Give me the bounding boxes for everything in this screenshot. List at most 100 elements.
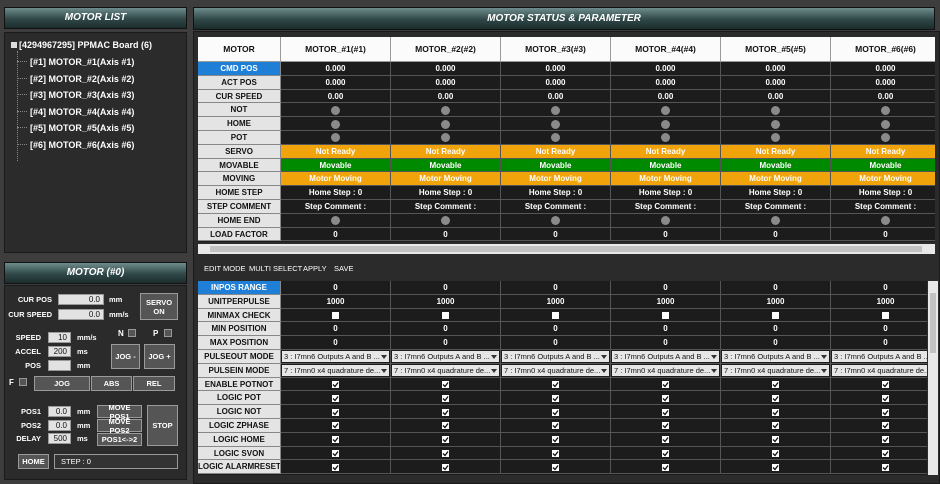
cell[interactable]: 0.000: [611, 62, 721, 76]
cell[interactable]: [501, 432, 611, 447]
row-label[interactable]: LOGIC ALARMRESET: [198, 460, 281, 475]
cell[interactable]: Step Comment :: [831, 200, 935, 214]
row-label[interactable]: MAX POSITION: [198, 336, 281, 350]
row-label[interactable]: MIN POSITION: [198, 322, 281, 337]
cell[interactable]: 3 : I7mn6 Outputs A and B ...: [501, 350, 611, 364]
checkbox[interactable]: [882, 436, 889, 444]
cell[interactable]: 0: [391, 281, 501, 295]
cell[interactable]: [281, 117, 391, 131]
cell[interactable]: Motor Moving: [391, 172, 501, 187]
cell[interactable]: [281, 103, 391, 118]
cell[interactable]: [391, 117, 501, 131]
cell[interactable]: Home Step : 0: [281, 186, 391, 200]
row-label[interactable]: POT: [198, 131, 281, 145]
cell[interactable]: Step Comment :: [391, 200, 501, 214]
cell[interactable]: [501, 213, 611, 228]
dropdown[interactable]: 3 : I7mn6 Outputs A and B ...: [832, 351, 927, 362]
text-input[interactable]: 200: [48, 346, 71, 357]
row-label[interactable]: NOT: [198, 103, 281, 118]
dropdown[interactable]: 7 : I7mn0 x4 quadrature de...: [282, 364, 389, 376]
cell[interactable]: 7 : I7mn0 x4 quadrature de...: [831, 363, 927, 378]
cell[interactable]: 0: [831, 281, 927, 295]
checkbox[interactable]: [552, 311, 559, 319]
cell[interactable]: 0: [611, 227, 721, 242]
cell[interactable]: [831, 460, 927, 475]
checkbox[interactable]: [332, 408, 339, 416]
row-label[interactable]: PULSEIN MODE: [198, 363, 281, 378]
text-input[interactable]: 0.0: [48, 420, 71, 431]
cell[interactable]: Step Comment :: [281, 200, 391, 214]
row-label[interactable]: LOAD FACTOR: [198, 227, 281, 242]
cell[interactable]: [611, 446, 721, 461]
cell[interactable]: [831, 377, 927, 392]
cell[interactable]: Not Ready: [611, 144, 721, 159]
checkbox[interactable]: [552, 422, 559, 430]
cell[interactable]: [721, 432, 831, 447]
tree-expander[interactable]: [11, 42, 17, 48]
cell[interactable]: [611, 377, 721, 392]
cell[interactable]: Movable: [721, 158, 831, 173]
cell[interactable]: Movable: [611, 158, 721, 173]
checkbox[interactable]: [662, 449, 669, 457]
cell[interactable]: [501, 131, 611, 145]
cell[interactable]: [611, 213, 721, 228]
dropdown[interactable]: 7 : I7mn0 x4 quadrature de...: [832, 364, 927, 376]
cell[interactable]: 0.000: [281, 62, 391, 76]
cell[interactable]: Not Ready: [391, 144, 501, 159]
checkbox[interactable]: [442, 422, 449, 430]
cell[interactable]: Movable: [501, 158, 611, 173]
cell[interactable]: Step Comment :: [721, 200, 831, 214]
checkbox[interactable]: [662, 311, 669, 319]
cell[interactable]: [611, 117, 721, 131]
row-label[interactable]: MOVING: [198, 172, 281, 187]
checkbox[interactable]: [662, 380, 669, 388]
cell[interactable]: [391, 432, 501, 447]
cell[interactable]: 1000: [501, 294, 611, 309]
checkbox[interactable]: [772, 311, 779, 319]
checkbox[interactable]: [442, 463, 449, 471]
checkbox[interactable]: [332, 449, 339, 457]
text-input[interactable]: 500: [48, 433, 71, 444]
cell[interactable]: [721, 391, 831, 406]
cell[interactable]: 0: [831, 227, 935, 242]
row-label[interactable]: LOGIC NOT: [198, 405, 281, 419]
cell[interactable]: [281, 131, 391, 145]
cell[interactable]: Movable: [831, 158, 935, 173]
cell[interactable]: 0.000: [611, 75, 721, 90]
cell[interactable]: [721, 103, 831, 118]
checkbox[interactable]: [442, 449, 449, 457]
cell[interactable]: 1000: [391, 294, 501, 309]
checkbox[interactable]: [772, 449, 779, 457]
cell[interactable]: [501, 460, 611, 475]
dropdown[interactable]: 3 : I7mn6 Outputs A and B ...: [282, 351, 389, 362]
cell[interactable]: 7 : I7mn0 x4 quadrature de...: [391, 363, 501, 378]
cell[interactable]: 3 : I7mn6 Outputs A and B ...: [831, 350, 927, 364]
button[interactable]: MOVE POS2: [97, 417, 142, 435]
row-label[interactable]: INPOS RANGE: [198, 281, 281, 295]
tree-item[interactable]: [#2] MOTOR_#2(Axis #2): [30, 73, 135, 84]
text-input[interactable]: 0.0: [48, 406, 71, 417]
cell[interactable]: 1000: [721, 294, 831, 309]
cell[interactable]: [501, 446, 611, 461]
cell[interactable]: [281, 391, 391, 406]
cell[interactable]: [831, 419, 927, 433]
tree-item[interactable]: [#3] MOTOR_#3(Axis #3): [30, 90, 135, 100]
cell[interactable]: [831, 103, 935, 118]
checkbox[interactable]: [552, 436, 559, 444]
dropdown[interactable]: 7 : I7mn0 x4 quadrature de...: [392, 364, 499, 376]
cell[interactable]: Motor Moving: [281, 172, 391, 187]
cell[interactable]: [721, 419, 831, 433]
button[interactable]: ABS: [91, 376, 132, 391]
cell[interactable]: [391, 405, 501, 419]
cell[interactable]: Motor Moving: [721, 172, 831, 187]
cell[interactable]: [611, 405, 721, 419]
cell[interactable]: [281, 432, 391, 447]
row-label[interactable]: MOVABLE: [198, 158, 281, 173]
checkbox[interactable]: [552, 394, 559, 402]
cell[interactable]: Not Ready: [721, 144, 831, 159]
row-label[interactable]: PULSEOUT MODE: [198, 350, 281, 364]
cell[interactable]: Movable: [391, 158, 501, 173]
cell[interactable]: [501, 405, 611, 419]
checkbox[interactable]: [442, 408, 449, 416]
cell[interactable]: [611, 131, 721, 145]
